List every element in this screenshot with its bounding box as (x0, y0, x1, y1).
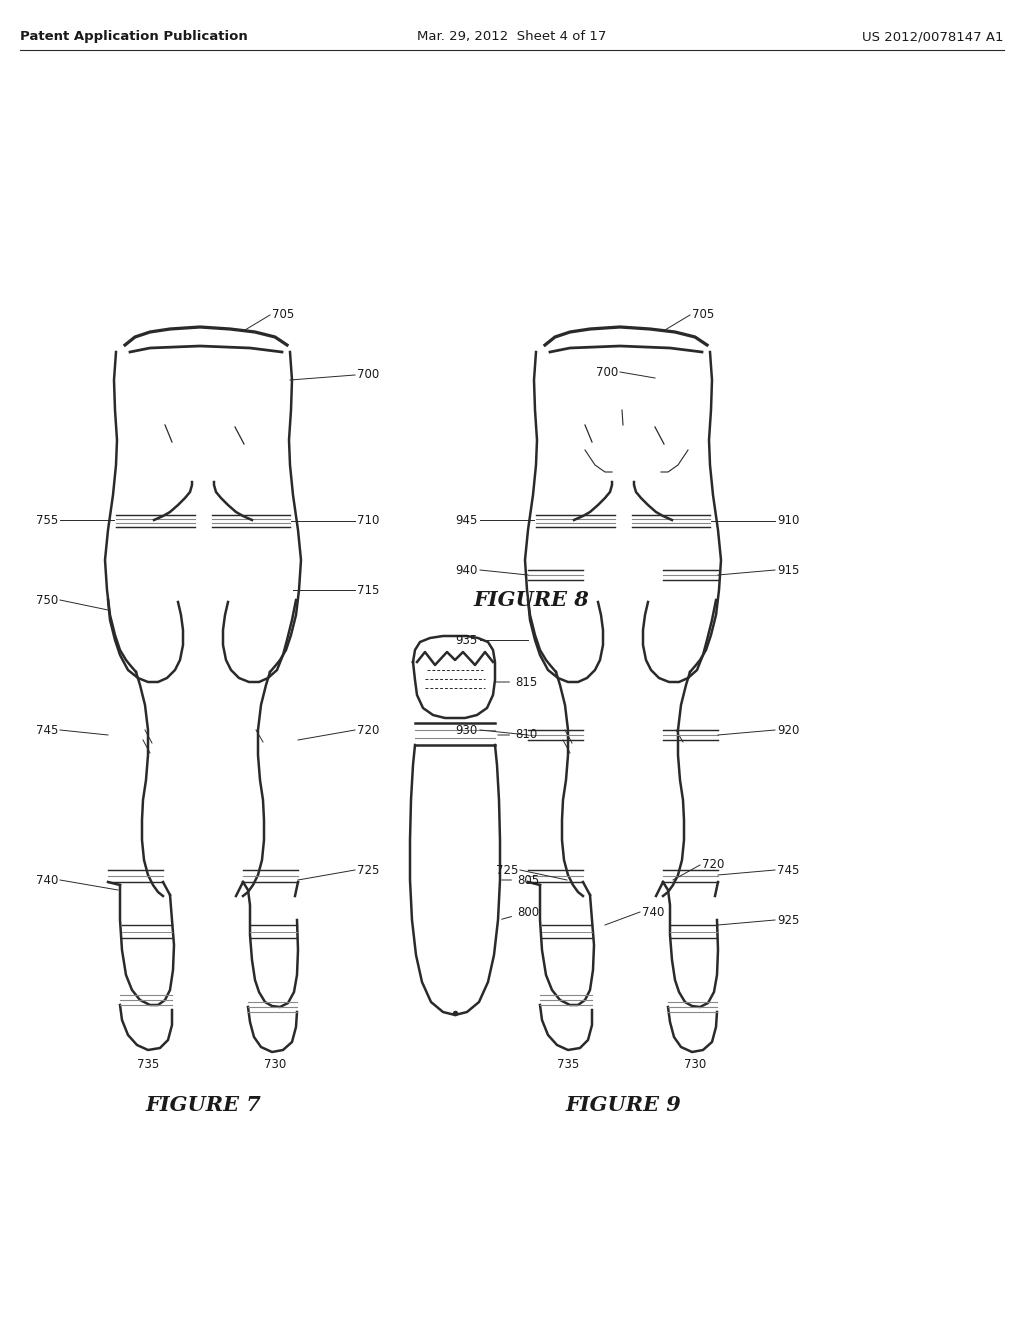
Text: 755: 755 (36, 513, 58, 527)
Text: 815: 815 (496, 676, 538, 689)
Text: 740: 740 (36, 874, 58, 887)
Text: 925: 925 (777, 913, 800, 927)
Text: 735: 735 (557, 1059, 580, 1072)
Text: 930: 930 (456, 723, 478, 737)
Text: 915: 915 (777, 564, 800, 577)
Text: 700: 700 (596, 366, 618, 379)
Text: US 2012/0078147 A1: US 2012/0078147 A1 (862, 30, 1004, 44)
Text: 745: 745 (777, 863, 800, 876)
Text: 710: 710 (357, 515, 379, 528)
Text: 720: 720 (357, 723, 379, 737)
Text: 935: 935 (456, 634, 478, 647)
Text: 800: 800 (502, 906, 539, 919)
Text: 750: 750 (36, 594, 58, 606)
Text: 725: 725 (357, 863, 379, 876)
Text: 715: 715 (357, 583, 379, 597)
Text: Mar. 29, 2012  Sheet 4 of 17: Mar. 29, 2012 Sheet 4 of 17 (418, 30, 606, 44)
Text: 745: 745 (36, 723, 58, 737)
Text: 805: 805 (502, 874, 539, 887)
Text: FIGURE 8: FIGURE 8 (473, 590, 589, 610)
Text: 730: 730 (684, 1059, 707, 1072)
Text: 920: 920 (777, 723, 800, 737)
Text: 705: 705 (692, 308, 715, 321)
Text: FIGURE 9: FIGURE 9 (565, 1096, 681, 1115)
Text: 740: 740 (642, 906, 665, 919)
Text: Patent Application Publication: Patent Application Publication (20, 30, 248, 44)
Text: 700: 700 (357, 368, 379, 381)
Text: 910: 910 (777, 515, 800, 528)
Text: 945: 945 (456, 513, 478, 527)
Text: FIGURE 7: FIGURE 7 (145, 1096, 261, 1115)
Text: 725: 725 (496, 863, 518, 876)
Text: 940: 940 (456, 564, 478, 577)
Text: 730: 730 (264, 1059, 286, 1072)
Text: 810: 810 (498, 729, 538, 742)
Text: 735: 735 (137, 1059, 159, 1072)
Text: 720: 720 (702, 858, 724, 871)
Text: 705: 705 (272, 308, 294, 321)
